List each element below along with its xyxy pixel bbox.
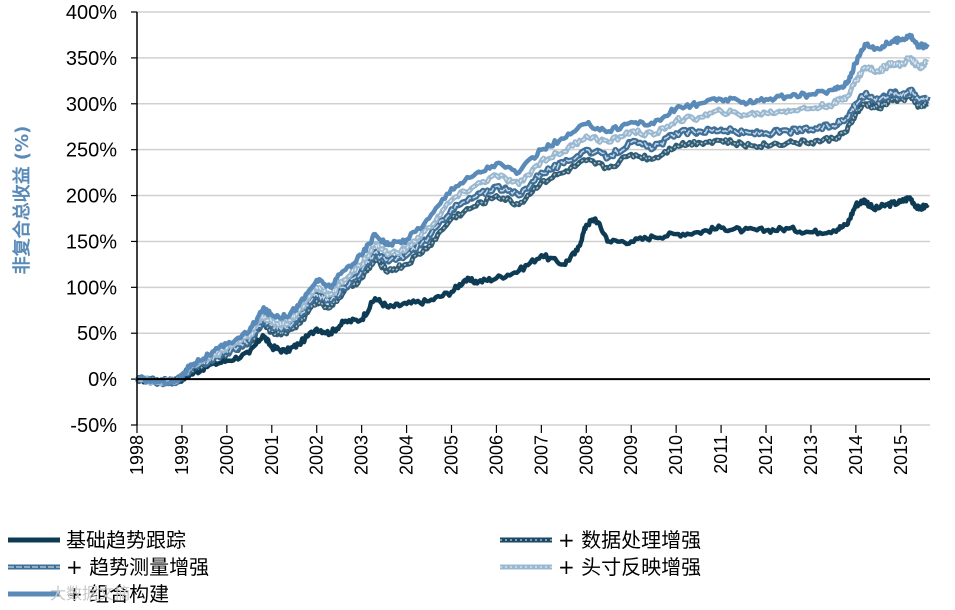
- legend-item: + 组合构建: [8, 582, 169, 606]
- x-tick-label: 1999: [172, 435, 192, 475]
- x-tick-label: 2000: [217, 435, 237, 475]
- x-tick-label: 2010: [666, 435, 686, 475]
- series-line: [136, 55, 930, 387]
- x-tick-label: 2008: [576, 435, 596, 475]
- gridlines: [137, 11, 930, 426]
- x-tick-label: 1998: [127, 435, 147, 475]
- y-tick-label: 250%: [66, 140, 117, 162]
- y-tick-labels: -50% 0% 50% 100% 150% 200% 250% 300% 350% 400%: [66, 2, 117, 437]
- series-line: [135, 92, 930, 386]
- x-tick-label: 2011: [711, 435, 731, 474]
- legend-label: 基础趋势跟踪: [66, 528, 186, 552]
- y-tick-label: -50%: [70, 415, 117, 437]
- legend-item: + 数据处理增强: [500, 528, 701, 552]
- series-line-texture: [137, 56, 929, 386]
- series-line-body: [135, 195, 930, 387]
- legend-label: + 数据处理增强: [558, 528, 701, 552]
- x-tick-label: 2015: [891, 435, 911, 475]
- x-tick-labels: 1998 1999 2000 2001 2002 2003 2004 2005 2006 2007…: [127, 435, 911, 475]
- legend-item: 基础趋势跟踪: [8, 528, 186, 552]
- legend-label: + 头寸反映增强: [558, 555, 701, 579]
- y-tick-label: 150%: [66, 231, 117, 253]
- legend: 基础趋势跟踪 + 数据处理增强 + 趋势测量增强 + 头寸反映增强 + 组合构建: [8, 528, 701, 606]
- x-tick-label: 2007: [531, 435, 551, 475]
- series-line-body: [135, 92, 930, 386]
- legend-item: + 头寸反映增强: [500, 555, 701, 579]
- x-tick-label: 2005: [442, 435, 462, 475]
- x-tick-label: 2003: [352, 435, 372, 475]
- series-line-body: [135, 32, 930, 387]
- watermark: 大数据文摘: [50, 584, 130, 603]
- series-line: [135, 32, 930, 387]
- x-tick-label: 2001: [262, 435, 282, 475]
- y-tick-label: 200%: [66, 186, 117, 208]
- y-tick-label: 400%: [66, 2, 117, 24]
- x-tick-label: 2012: [756, 435, 776, 475]
- y-tick-label: 300%: [66, 94, 117, 116]
- axes: [131, 11, 930, 433]
- y-tick-label: 50%: [77, 323, 117, 345]
- x-tick-label: 2002: [307, 435, 327, 475]
- x-tick-label: 2009: [621, 435, 641, 475]
- legend-label: + 组合构建: [66, 582, 169, 606]
- y-axis-label: 非复合总收益 (%): [11, 126, 33, 275]
- series-line: [135, 195, 930, 387]
- series-lines: [135, 32, 931, 388]
- legend-label: + 趋势测量增强: [66, 555, 209, 579]
- x-tick-label: 2006: [486, 435, 506, 475]
- y-tick-label: 100%: [66, 277, 117, 299]
- legend-item: + 趋势测量增强: [8, 555, 209, 579]
- x-tick-label: 2004: [397, 435, 417, 475]
- x-tick-label: 2014: [846, 435, 866, 475]
- y-tick-label: 0%: [88, 369, 117, 391]
- series-line-texture: [136, 93, 929, 384]
- x-tick-label: 2013: [801, 435, 821, 475]
- y-tick-label: 350%: [66, 48, 117, 70]
